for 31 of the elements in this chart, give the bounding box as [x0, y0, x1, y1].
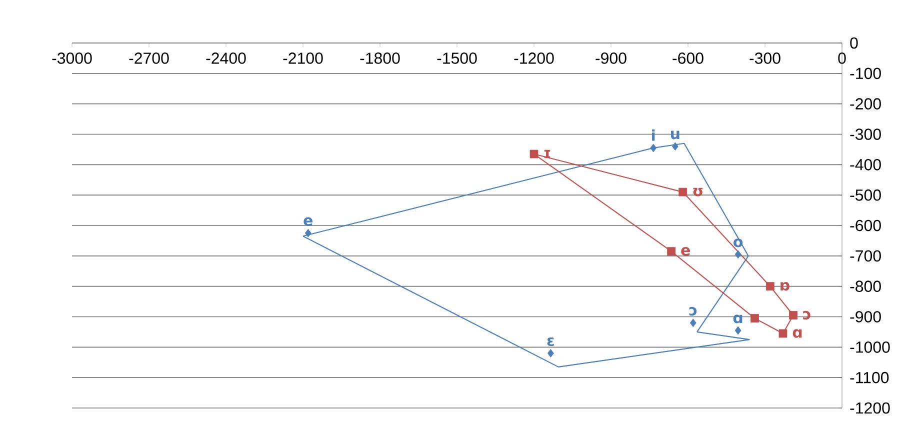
data-label: ɑ [733, 314, 742, 324]
x-tick-label: -1800 [360, 52, 400, 64]
data-label: ʊ [693, 188, 702, 196]
y-tick-label: -300 [850, 128, 881, 140]
data-label: ɑ [792, 329, 802, 338]
y-tick-label: 0 [850, 37, 858, 49]
y-tick-label: -100 [850, 68, 881, 80]
data-label: e [681, 247, 690, 256]
y-tick-label: -700 [850, 250, 881, 262]
data-label: ɛ [547, 337, 554, 346]
y-tick-label: -1200 [850, 402, 890, 414]
y-tick-label: -600 [850, 220, 881, 232]
x-tick-label: -900 [596, 52, 626, 64]
x-tick-label: -2400 [206, 52, 246, 64]
x-tick-label: -300 [750, 52, 780, 64]
x-tick-label: -1500 [437, 52, 477, 64]
y-tick-label: -800 [850, 280, 881, 292]
x-tick-label: -2100 [283, 52, 323, 64]
y-tick-label: -900 [850, 311, 881, 322]
data-label: e [304, 217, 312, 226]
y-tick-label: -400 [850, 159, 881, 170]
y-tick-label: -1100 [850, 372, 889, 384]
x-tick-label: -1200 [514, 52, 554, 64]
x-tick-label: -600 [672, 52, 704, 64]
y-tick-label: -500 [850, 189, 881, 201]
y-tick-label: -200 [850, 98, 881, 110]
x-tick-label: 0 [838, 52, 846, 64]
x-tick-label: -2700 [129, 52, 169, 64]
data-label: ɔ [689, 307, 697, 316]
x-tick-label: -3000 [52, 52, 92, 64]
y-tick-label: -1000 [850, 342, 890, 353]
